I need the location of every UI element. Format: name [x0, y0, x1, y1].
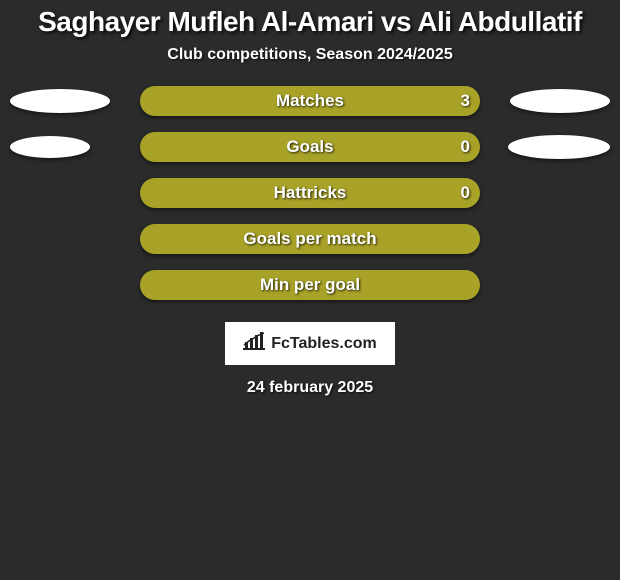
stat-rows: Matches 3 Goals 0 Hattricks 0 [0, 86, 620, 300]
stat-bar: Goals per match [140, 224, 480, 254]
stat-right-value: 0 [461, 132, 470, 162]
stat-label: Goals [140, 132, 480, 162]
stat-label: Goals per match [140, 224, 480, 254]
stat-row: Min per goal [0, 270, 620, 300]
stat-right-value: 3 [461, 86, 470, 116]
stat-label: Min per goal [140, 270, 480, 300]
stat-row: Goals 0 [0, 132, 620, 162]
logo-text: FcTables.com [271, 335, 377, 353]
player-right-ellipse [508, 135, 610, 159]
stat-label: Matches [140, 86, 480, 116]
stat-right-value: 0 [461, 178, 470, 208]
bar-chart-icon [243, 332, 265, 355]
stat-bar: Goals 0 [140, 132, 480, 162]
stat-bar: Min per goal [140, 270, 480, 300]
stat-row: Hattricks 0 [0, 178, 620, 208]
player-right-ellipse [510, 89, 610, 113]
stat-bar: Matches 3 [140, 86, 480, 116]
stat-row: Goals per match [0, 224, 620, 254]
stat-bar: Hattricks 0 [140, 178, 480, 208]
logo-box: FcTables.com [225, 322, 395, 365]
page-title: Saghayer Mufleh Al-Amari vs Ali Abdullat… [0, 0, 620, 40]
player-left-ellipse [10, 89, 110, 113]
stat-row: Matches 3 [0, 86, 620, 116]
date-text: 24 february 2025 [0, 379, 620, 397]
stat-label: Hattricks [140, 178, 480, 208]
player-left-ellipse [10, 136, 90, 158]
subtitle: Club competitions, Season 2024/2025 [0, 46, 620, 64]
infographic-container: Saghayer Mufleh Al-Amari vs Ali Abdullat… [0, 0, 620, 397]
